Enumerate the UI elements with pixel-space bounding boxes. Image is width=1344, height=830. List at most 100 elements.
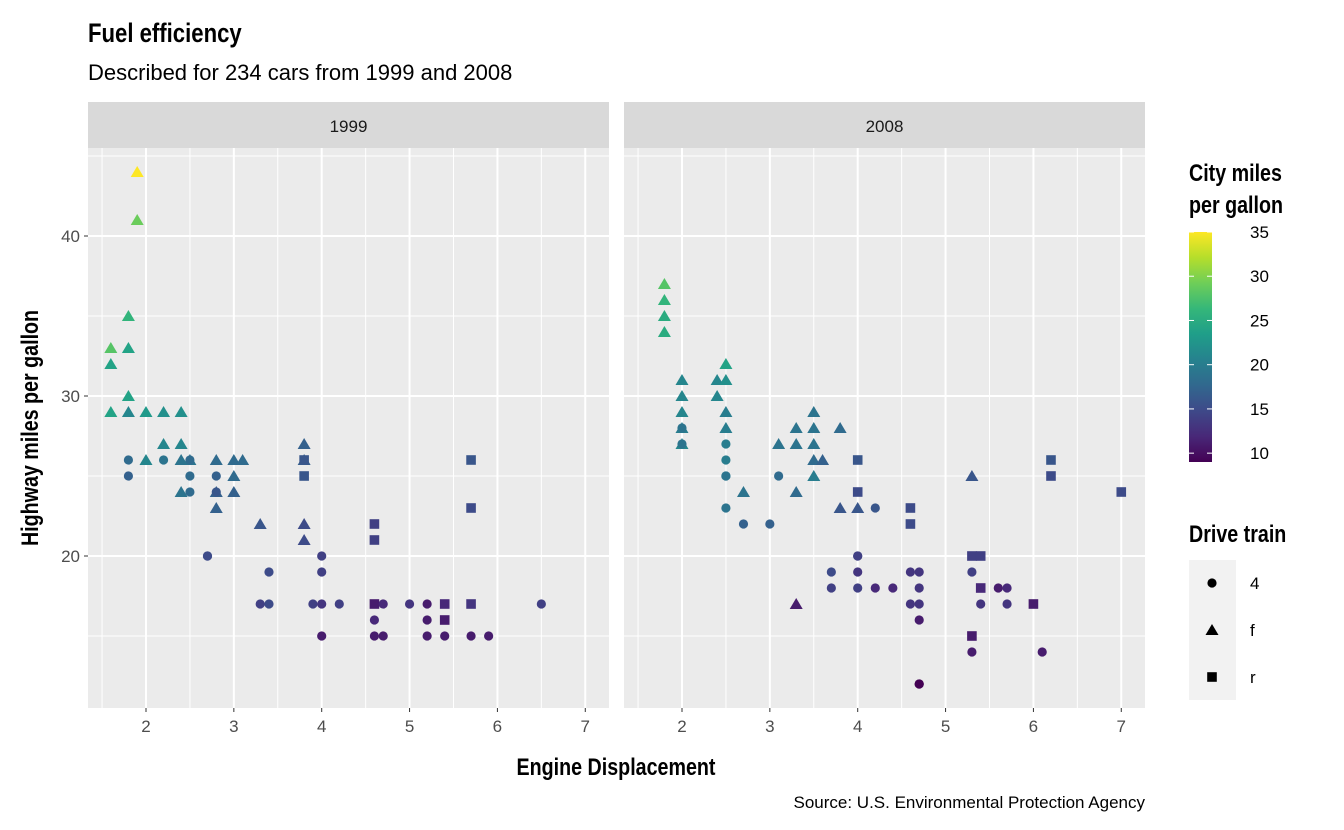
data-point: [975, 583, 986, 593]
shape-legend-label: r: [1250, 668, 1256, 687]
data-point: [466, 599, 476, 609]
data-point: [299, 471, 309, 481]
data-point: [853, 567, 863, 577]
colorbar-tick-label: 25: [1250, 311, 1269, 330]
data-point: [317, 631, 327, 641]
data-point: [870, 503, 880, 513]
data-point: [719, 374, 733, 385]
data-point: [710, 390, 724, 401]
data-point: [369, 519, 380, 529]
data-point: [536, 599, 546, 609]
data-point: [422, 615, 432, 625]
data-point: [852, 455, 863, 465]
data-point: [484, 631, 494, 641]
data-point: [378, 631, 388, 641]
colorbar-ticks: 10 15 20 25 30 35: [1189, 223, 1269, 463]
data-point: [736, 486, 750, 497]
data-point: [710, 374, 724, 385]
data-point: [185, 471, 195, 481]
data-point: [422, 599, 432, 609]
x-tick-label: 4: [317, 717, 326, 736]
data-point: [317, 567, 327, 577]
data-point: [888, 583, 898, 593]
y-tick-label: 40: [61, 227, 80, 246]
x-tick-label: 3: [765, 717, 774, 736]
data-point: [789, 422, 803, 433]
data-point: [123, 455, 134, 465]
colorbar-tick-label: 30: [1250, 267, 1269, 286]
data-point: [185, 487, 195, 497]
data-point: [993, 583, 1003, 593]
data-point: [439, 615, 450, 625]
color-legend-title-line2: per gallon: [1189, 191, 1283, 218]
data-point: [174, 406, 188, 417]
data-point: [657, 326, 671, 337]
data-point: [675, 406, 689, 417]
data-point: [211, 487, 221, 497]
data-point: [905, 519, 916, 529]
data-point: [139, 406, 153, 417]
x-tick-label: 2: [677, 717, 686, 736]
data-point: [738, 519, 749, 529]
colorbar-tick-label: 10: [1250, 444, 1269, 463]
data-point: [209, 502, 223, 513]
data-point: [202, 551, 213, 561]
data-point: [130, 166, 144, 177]
data-point: [264, 599, 274, 609]
data-point: [789, 438, 803, 449]
legend-triangle-icon: [1205, 624, 1219, 635]
data-point: [675, 374, 689, 385]
data-point: [719, 406, 733, 417]
x-tick-label: 5: [405, 717, 414, 736]
data-point: [104, 342, 118, 353]
facet-strip-label: 1999: [330, 117, 368, 136]
x-tick-label: 5: [941, 717, 950, 736]
data-point: [440, 631, 450, 641]
colorbar-tick-label: 15: [1250, 400, 1269, 419]
data-point: [826, 567, 836, 577]
color-legend-title-line1: City miles: [1189, 159, 1282, 186]
data-point: [317, 551, 327, 561]
y-axis-title: Highway miles per gallon: [16, 310, 43, 546]
data-point: [121, 390, 135, 401]
panel-2008: 2008 2 3 4 5 6 7: [624, 102, 1145, 736]
chart-title: Fuel efficiency: [88, 19, 242, 49]
data-point: [905, 599, 916, 609]
data-point: [174, 438, 188, 449]
data-point: [422, 631, 432, 641]
data-point: [1002, 599, 1012, 609]
shape-legend-keys: 4 f r: [1205, 574, 1259, 687]
data-point: [158, 455, 169, 465]
data-point: [905, 503, 916, 513]
facet-strip-label: 2008: [866, 117, 904, 136]
x-tick-label: 7: [581, 717, 590, 736]
data-point: [719, 358, 733, 369]
data-point: [967, 567, 977, 577]
shape-legend: Drive train 4 f r: [1189, 520, 1286, 700]
data-point: [721, 503, 731, 513]
data-point: [721, 455, 731, 465]
data-point: [719, 422, 733, 433]
shape-legend-title: Drive train: [1189, 520, 1286, 547]
data-point: [826, 583, 836, 593]
legend-square-icon: [1207, 672, 1217, 682]
data-point: [466, 503, 476, 513]
colorbar-tick-label: 20: [1250, 356, 1269, 375]
data-point: [404, 599, 415, 609]
data-point: [369, 631, 380, 641]
x-tick-label: 2: [141, 717, 150, 736]
data-point: [104, 358, 118, 369]
data-point: [657, 278, 671, 289]
data-point: [807, 470, 821, 481]
x-tick-label: 6: [493, 717, 502, 736]
data-point: [914, 599, 924, 609]
data-point: [833, 502, 847, 513]
data-point: [1116, 487, 1127, 497]
data-point: [121, 406, 135, 417]
y-tick-label: 30: [61, 387, 80, 406]
data-point: [657, 294, 671, 305]
x-tick-label: 6: [1029, 717, 1038, 736]
data-point: [721, 439, 731, 449]
data-point: [976, 599, 986, 609]
caption: Source: U.S. Environmental Protection Ag…: [793, 793, 1145, 812]
